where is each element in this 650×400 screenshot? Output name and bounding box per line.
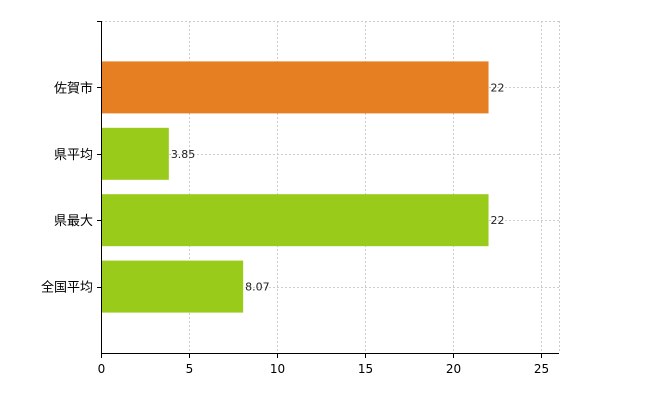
bars — [102, 61, 489, 313]
data-label: 3.85 — [171, 148, 196, 161]
x-tick-label: 20 — [446, 362, 461, 376]
bar — [102, 194, 489, 247]
bar — [102, 260, 244, 313]
x-tick-label: 0 — [98, 362, 106, 376]
x-tick-label: 5 — [186, 362, 194, 376]
x-tick-label: 10 — [270, 362, 285, 376]
x-tick-label: 25 — [534, 362, 549, 376]
category-label: 全国平均 — [41, 280, 93, 296]
data-label: 22 — [491, 81, 505, 94]
axes — [97, 21, 559, 358]
category-label: 県平均 — [54, 148, 93, 163]
x-tick-label: 15 — [358, 362, 373, 376]
bar — [102, 127, 169, 180]
data-label: 8.07 — [245, 281, 270, 294]
category-label: 県最大 — [54, 214, 93, 229]
bar — [102, 61, 489, 114]
category-label: 佐賀市 — [54, 80, 93, 96]
data-label: 22 — [491, 214, 505, 227]
